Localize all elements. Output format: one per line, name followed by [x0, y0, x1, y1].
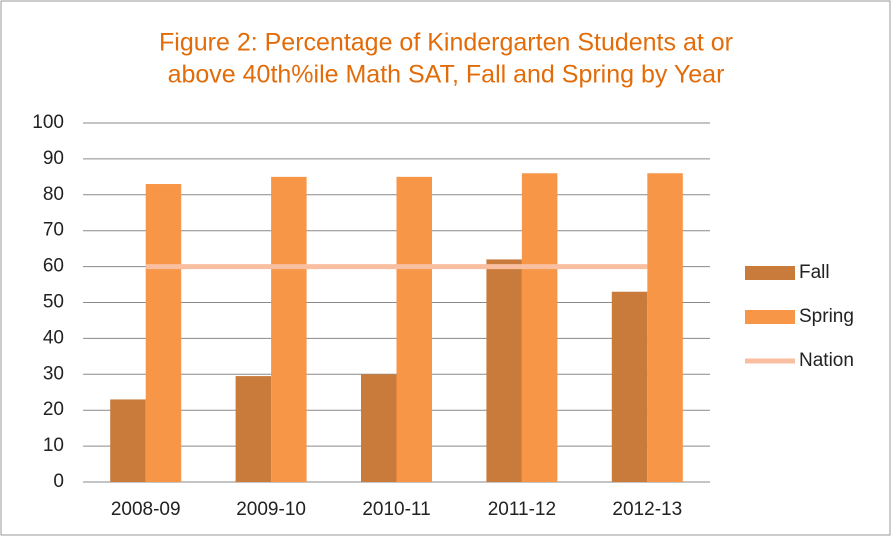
- bar: [486, 259, 522, 482]
- x-tick-label: 2008-09: [111, 499, 181, 520]
- x-tick-label: 2012-13: [612, 499, 682, 520]
- chart-title: above 40th%ile Math SAT, Fall and Spring…: [168, 61, 725, 89]
- legend-marker: [745, 310, 795, 324]
- x-tick-label: 2011-12: [488, 499, 556, 520]
- legend-label: Spring: [799, 306, 854, 327]
- y-tick-label: 50: [43, 292, 64, 313]
- bar: [110, 399, 146, 482]
- y-tick-label: 30: [43, 363, 64, 384]
- y-tick-label: 20: [43, 399, 64, 420]
- bar: [145, 184, 182, 482]
- bar: [271, 176, 307, 482]
- bar: [396, 176, 432, 482]
- x-tick-label: 2009-10: [236, 499, 306, 520]
- x-tick-label: 2010-11: [362, 499, 430, 520]
- y-tick-label: 70: [43, 220, 64, 241]
- y-tick-label: 90: [43, 148, 64, 169]
- y-tick-label: 100: [32, 112, 64, 133]
- legend-marker: [745, 266, 795, 280]
- y-tick-label: 60: [43, 256, 64, 277]
- bar: [361, 374, 397, 482]
- y-tick-label: 10: [43, 435, 64, 456]
- bar: [235, 376, 272, 482]
- legend-label: Fall: [799, 262, 830, 283]
- y-tick-label: 40: [43, 327, 64, 348]
- bar: [611, 291, 648, 482]
- y-tick-label: 0: [53, 471, 64, 492]
- chart-title: Figure 2: Percentage of Kindergarten Stu…: [159, 29, 733, 57]
- bar: [647, 173, 683, 482]
- bar: [521, 173, 558, 482]
- y-tick-label: 80: [43, 184, 64, 205]
- legend-label: Nation: [799, 350, 854, 371]
